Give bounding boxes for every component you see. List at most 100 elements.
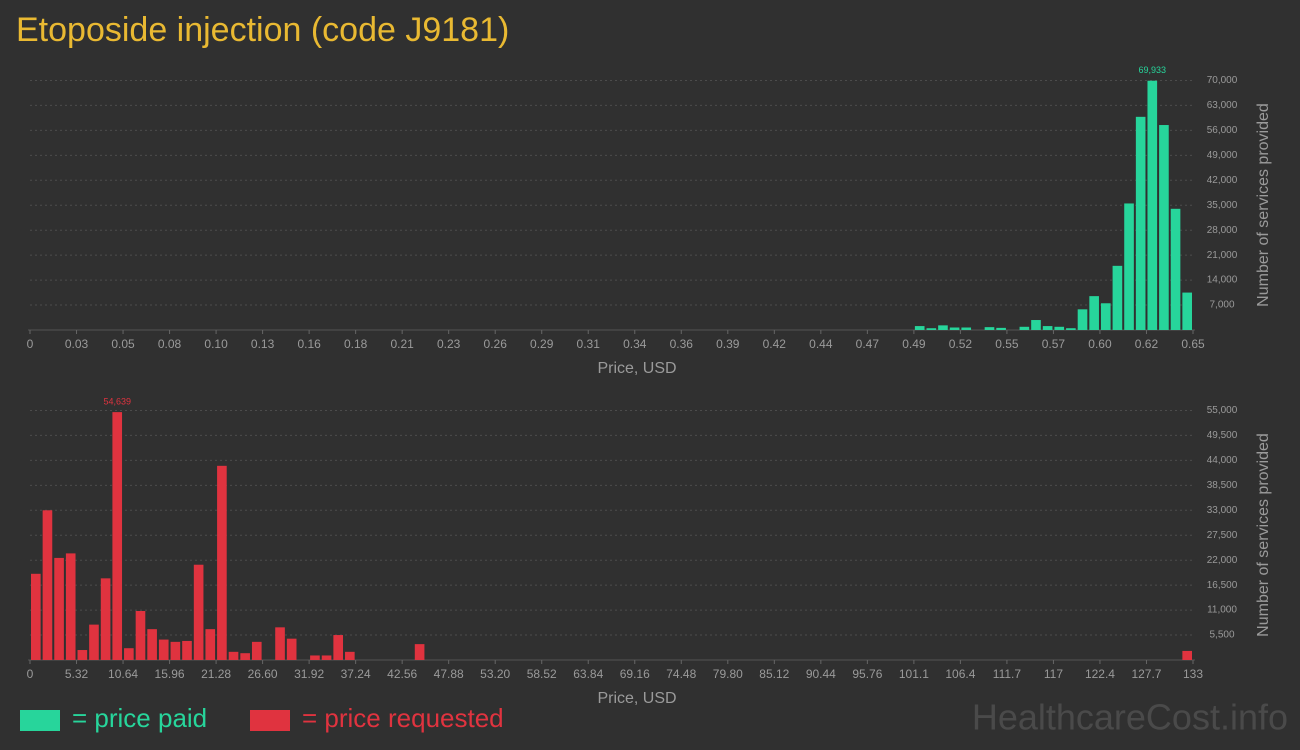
x-tick-label: 0.13: [251, 337, 275, 351]
x-tick-label: 0.10: [204, 337, 228, 351]
x-tick-label: 0.31: [577, 337, 601, 351]
y-tick-label: 27,500: [1207, 530, 1238, 541]
y-axis-title: Number of services provided: [1255, 103, 1272, 307]
bar: [1100, 303, 1111, 330]
bar: [1066, 328, 1076, 330]
bar: [275, 627, 285, 660]
x-tick-label: 133: [1183, 667, 1203, 681]
bar: [1031, 320, 1041, 330]
x-tick-label: 0.57: [1042, 337, 1066, 351]
bar: [984, 327, 995, 330]
x-tick-label: 0.34: [623, 337, 647, 351]
x-tick-label: 79.80: [713, 667, 743, 681]
x-tick-label: 0.18: [344, 337, 368, 351]
bar: [135, 611, 146, 660]
bar: [240, 653, 250, 660]
y-tick-label: 14,000: [1207, 275, 1238, 286]
bar: [333, 635, 344, 660]
bar: [949, 327, 960, 330]
x-tick-label: 63.84: [573, 667, 603, 681]
y-tick-label: 42,000: [1207, 175, 1238, 186]
x-axis-title: Price, USD: [597, 360, 676, 377]
legend-swatch: [20, 710, 60, 731]
y-tick-label: 28,000: [1207, 225, 1238, 236]
bar: [100, 578, 111, 660]
bar: [1042, 326, 1053, 330]
bar: [1077, 309, 1088, 330]
x-tick-label: 26.60: [248, 667, 278, 681]
x-tick-label: 69.16: [620, 667, 650, 681]
legend-label: = price requested: [302, 703, 504, 733]
x-tick-label: 85.12: [759, 667, 789, 681]
y-tick-label: 55,000: [1207, 405, 1238, 416]
x-tick-label: 0.16: [297, 337, 321, 351]
y-tick-label: 38,500: [1207, 480, 1238, 491]
y-tick-label: 33,000: [1207, 505, 1238, 516]
x-tick-label: 21.28: [201, 667, 231, 681]
y-tick-label: 49,500: [1207, 430, 1238, 441]
x-tick-label: 0.55: [995, 337, 1019, 351]
bar: [321, 655, 332, 660]
x-axis-title: Price, USD: [597, 690, 676, 707]
x-tick-label: 127.7: [1131, 667, 1161, 681]
bar: [170, 641, 181, 660]
bar: [345, 651, 355, 660]
x-tick-label: 90.44: [806, 667, 836, 681]
bar: [158, 639, 169, 660]
bar: [65, 553, 76, 660]
bar: [1147, 80, 1158, 330]
bar: [217, 465, 227, 660]
x-tick-label: 0.65: [1181, 337, 1205, 351]
y-tick-label: 7,000: [1209, 300, 1234, 311]
bar: [77, 650, 88, 660]
bar: [182, 640, 192, 660]
x-tick-label: 122.4: [1085, 667, 1115, 681]
y-tick-label: 11,000: [1207, 605, 1237, 616]
bar: [310, 655, 320, 660]
bar: [147, 629, 157, 660]
bar: [938, 325, 948, 330]
x-tick-label: 0.47: [856, 337, 880, 351]
bar: [1054, 326, 1065, 330]
x-tick-label: 0.42: [763, 337, 787, 351]
bar: [31, 573, 41, 660]
bar: [1182, 650, 1192, 660]
bar: [286, 638, 297, 660]
chart-title: Etoposide injection (code J9181): [16, 11, 509, 49]
x-tick-label: 58.52: [527, 667, 557, 681]
x-tick-label: 0.62: [1135, 337, 1159, 351]
watermark: HealthcareCost.info: [972, 697, 1288, 738]
value-label: 54,639: [103, 396, 131, 406]
bar: [89, 624, 99, 660]
y-tick-label: 49,000: [1207, 150, 1238, 161]
legend-label: = price paid: [72, 703, 207, 733]
y-tick-label: 16,500: [1207, 580, 1238, 591]
value-label: 69,933: [1139, 65, 1167, 75]
x-tick-label: 37.24: [341, 667, 371, 681]
x-tick-label: 31.92: [294, 667, 324, 681]
y-axis-title: Number of services provided: [1255, 433, 1272, 637]
bar: [926, 328, 937, 330]
x-tick-label: 0.08: [158, 337, 182, 351]
bar: [1112, 265, 1123, 330]
x-tick-label: 5.32: [65, 667, 89, 681]
bar: [961, 327, 972, 330]
bar: [1135, 116, 1146, 330]
x-tick-label: 0: [27, 337, 34, 351]
x-tick-label: 0.29: [530, 337, 554, 351]
bar: [1182, 292, 1192, 330]
y-tick-label: 44,000: [1207, 455, 1238, 466]
y-tick-label: 35,000: [1207, 200, 1238, 211]
bar: [1159, 125, 1169, 330]
bar: [1089, 296, 1099, 330]
x-tick-label: 95.76: [852, 667, 882, 681]
x-tick-label: 53.20: [480, 667, 510, 681]
bar: [112, 412, 123, 660]
bar: [1124, 203, 1134, 330]
y-tick-label: 21,000: [1207, 250, 1238, 261]
x-tick-label: 0.23: [437, 337, 461, 351]
x-tick-label: 111.7: [993, 667, 1022, 681]
bar: [914, 326, 925, 330]
bar: [1019, 326, 1030, 330]
